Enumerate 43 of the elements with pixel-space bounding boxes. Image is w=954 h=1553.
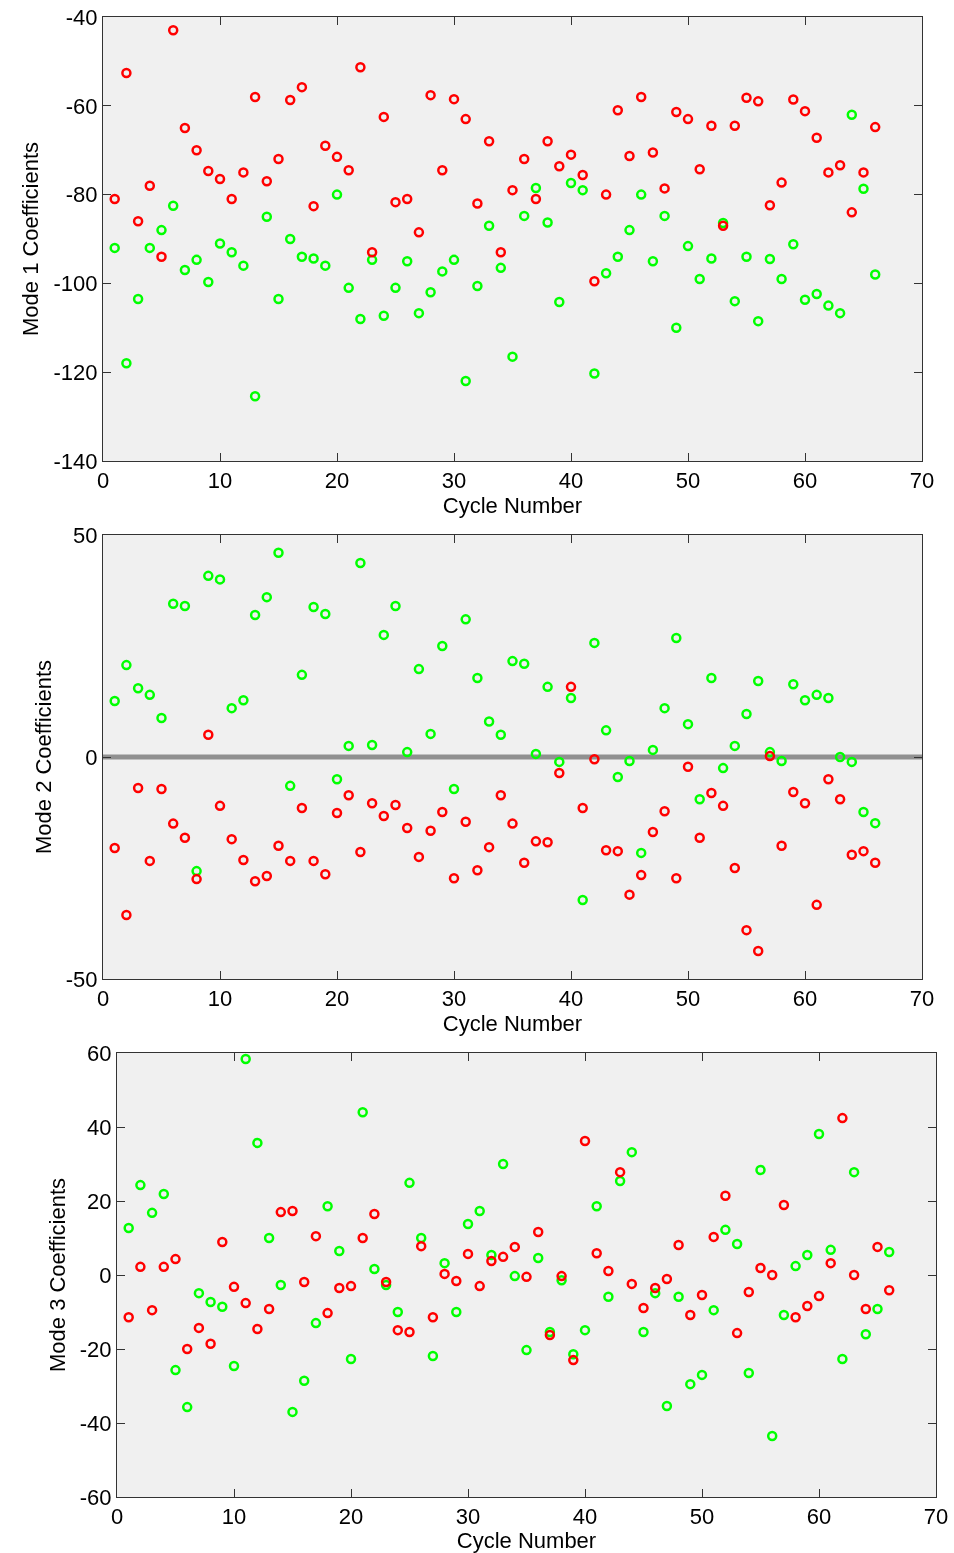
y-tick-label: -100 [53, 271, 98, 297]
x-tick-label: 40 [572, 1504, 598, 1530]
y-tick-label: 40 [87, 1114, 112, 1140]
x-tick-label: 10 [207, 986, 233, 1012]
x-tick-label: 60 [792, 468, 818, 494]
x-tick-label: 50 [675, 468, 701, 494]
x-tick-label: 20 [324, 986, 350, 1012]
x-axis-title: Cycle Number [442, 493, 583, 518]
y-tick-label: -20 [79, 1336, 112, 1362]
x-tick-label: 20 [338, 1504, 364, 1530]
x-tick-label: 60 [806, 1504, 832, 1530]
y-tick-label: 60 [87, 1040, 112, 1066]
x-tick-label: 30 [455, 1504, 481, 1530]
y-tick-label: 20 [87, 1188, 112, 1214]
y-tick-label: -40 [79, 1410, 112, 1436]
x-tick-label: 70 [923, 1504, 949, 1530]
x-axis-title: Cycle Number [442, 1011, 583, 1036]
x-tick-label: 10 [221, 1504, 247, 1530]
x-tick-label: 30 [441, 468, 467, 494]
y-axis-title: Mode 3 Coefficients [44, 1177, 70, 1373]
x-tick-label: 10 [207, 468, 233, 494]
x-tick-label: 70 [909, 986, 935, 1012]
x-tick-label: 60 [792, 986, 818, 1012]
y-axis-title: Mode 2 Coefficients [30, 659, 56, 855]
x-tick-label: 20 [324, 468, 350, 494]
x-tick-label: 50 [689, 1504, 715, 1530]
x-tick-label: 40 [558, 468, 584, 494]
y-tick-label: 50 [73, 522, 98, 548]
x-tick-label: 40 [558, 986, 584, 1012]
y-axis-title: Mode 1 Coefficients [18, 141, 44, 337]
x-tick-label: 50 [675, 986, 701, 1012]
x-tick-label: 70 [909, 468, 935, 494]
y-tick-label: 0 [85, 744, 98, 770]
x-axis-title: Cycle Number [456, 1528, 597, 1553]
y-tick-label: -40 [65, 4, 98, 30]
y-tick-label: -60 [65, 93, 98, 119]
x-tick-label: 30 [441, 986, 467, 1012]
y-tick-label: -50 [65, 966, 98, 992]
y-tick-label: -80 [65, 182, 98, 208]
y-tick-label: -60 [79, 1484, 112, 1510]
y-tick-label: 0 [99, 1262, 112, 1288]
y-tick-label: -120 [53, 359, 98, 385]
y-tick-label: -140 [53, 448, 98, 474]
